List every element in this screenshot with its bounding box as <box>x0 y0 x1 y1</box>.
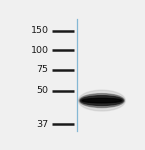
Text: 75: 75 <box>36 65 48 74</box>
Text: 37: 37 <box>36 120 48 129</box>
Ellipse shape <box>82 98 122 103</box>
Ellipse shape <box>78 90 125 111</box>
Text: 100: 100 <box>30 46 48 55</box>
Text: 150: 150 <box>30 26 48 35</box>
Text: 50: 50 <box>36 86 48 95</box>
Ellipse shape <box>80 96 123 105</box>
Ellipse shape <box>79 94 124 108</box>
